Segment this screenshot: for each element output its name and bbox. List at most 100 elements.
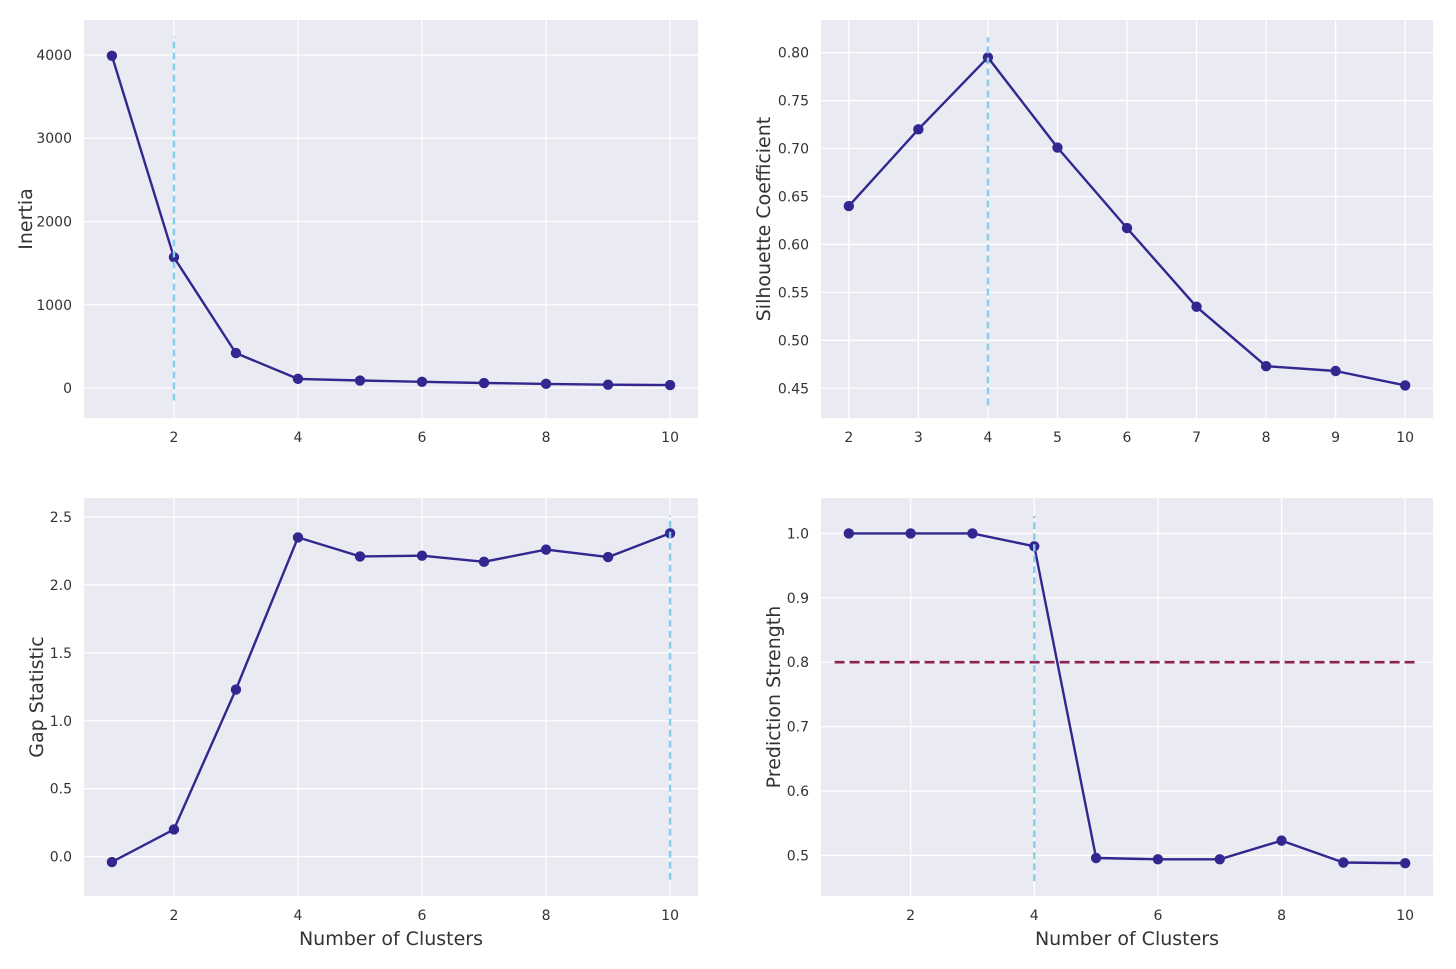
data-point [664,379,676,391]
y-tick-label: 0.75 [778,94,809,110]
y-axis-label: Inertia [15,188,37,250]
y-tick-label: 0.55 [778,285,809,301]
y-tick-label: 1.5 [50,646,72,662]
data-point [292,532,304,543]
data-point [1399,857,1411,869]
data-point [168,824,180,835]
x-tick-label: 2 [906,908,915,924]
y-tick-label: 0.65 [778,189,809,205]
x-tick-label: 8 [1262,430,1271,446]
data-point [1260,361,1272,372]
x-tick-label: 2 [169,908,178,924]
y-tick-label: 0.6 [787,784,809,800]
x-tick-label: 2 [169,430,178,446]
x-tick-label: 10 [661,908,679,924]
y-tick-label: 0.80 [778,46,809,62]
y-tick-label: 0.45 [778,381,809,397]
data-point [967,528,978,539]
data-point [602,379,614,390]
x-tick-label: 6 [418,908,427,924]
x-axis-label: Number of Clusters [299,928,483,950]
x-tick-label: 2 [844,430,853,446]
plot-area [821,498,1433,896]
y-axis-label: Gap Statistic [26,636,48,757]
y-tick-label: 0.60 [778,237,809,253]
gap-statistic-panel: 2 4 6 8 10 0.0 0.5 1.0 1.5 2.0 2.5 Gap Statistic Num… [26,498,698,950]
y-tick-label: 0.50 [778,333,809,349]
data-point [230,684,242,695]
y-axis-label: Prediction Strength [763,606,785,789]
x-tick-label: 7 [1192,430,1201,446]
y-tick-label: 1.0 [787,526,809,542]
data-point [1052,142,1063,153]
data-point [1330,365,1341,377]
data-point [905,528,916,539]
data-point [913,124,924,135]
y-tick-label: 0.9 [787,591,809,607]
series-line [110,55,671,387]
data-point [1276,835,1287,846]
x-tick-label: 4 [983,430,992,446]
x-tick-label: 8 [1277,908,1286,924]
data-point [478,377,490,389]
data-point [540,544,552,555]
series-line [848,532,1406,865]
data-point [1152,854,1164,865]
y-tick-label: 0.0 [50,850,72,866]
plot-area [84,20,698,418]
y-axis-label: Silhouette Coefficient [753,117,775,322]
y-tick-label: 3000 [36,131,72,147]
data-point [292,373,304,385]
y-tick-label: 1.0 [50,714,72,730]
data-point [843,200,855,212]
data-point [1338,857,1349,868]
data-point [354,551,366,562]
x-tick-label: 8 [542,430,551,446]
y-tick-label: 1000 [36,298,72,314]
y-tick-label: 2.0 [50,578,72,594]
x-tick-label: 4 [294,908,303,924]
data-point [354,375,366,386]
x-tick-label: 3 [914,430,923,446]
data-point [1121,222,1133,234]
data-point [230,347,242,359]
data-point [1191,301,1202,312]
x-tick-label: 6 [1123,430,1132,446]
y-tick-label: 2000 [36,214,72,230]
data-point [602,551,614,563]
data-point [478,556,490,568]
data-point [106,856,118,868]
data-point [416,550,428,561]
plot-area [84,498,698,896]
data-point [106,50,118,62]
y-tick-label: 0.7 [787,720,809,736]
y-tick-label: 0.5 [50,782,72,798]
data-point [1399,380,1411,391]
x-tick-label: 6 [1153,908,1162,924]
x-tick-label: 5 [1053,430,1062,446]
y-tick-label: 2.5 [50,510,72,526]
x-tick-label: 4 [294,430,303,446]
y-tick-label: 4000 [36,48,72,64]
prediction-strength-panel: 2 4 6 8 10 0.5 0.6 0.7 0.8 0.9 1.0 Prediction Stren… [763,498,1433,950]
x-axis-label: Number of Clusters [1035,928,1219,950]
data-point [1214,854,1225,865]
data-point [1090,852,1102,864]
data-point [416,376,428,387]
x-tick-label: 4 [1030,908,1039,924]
data-point [540,378,552,390]
y-tick-label: 0.5 [787,848,809,864]
x-tick-label: 9 [1331,430,1340,446]
y-tick-label: 0 [63,381,72,397]
x-tick-label: 10 [1396,908,1414,924]
y-tick-label: 0.70 [778,142,809,158]
x-tick-label: 6 [418,430,427,446]
inertia-elbow-panel: 2 4 6 8 10 0 1000 2000 3000 4000 Inertia [15,20,698,446]
data-point [982,52,994,63]
y-tick-label: 0.8 [787,655,809,671]
series-line [111,532,671,864]
data-point [843,528,855,539]
silhouette-panel: 2 3 4 5 6 7 8 9 10 0.45 0.50 0.55 0.60 0.65 0.70 0.75 0.… [753,20,1433,446]
x-tick-label: 10 [661,430,679,446]
